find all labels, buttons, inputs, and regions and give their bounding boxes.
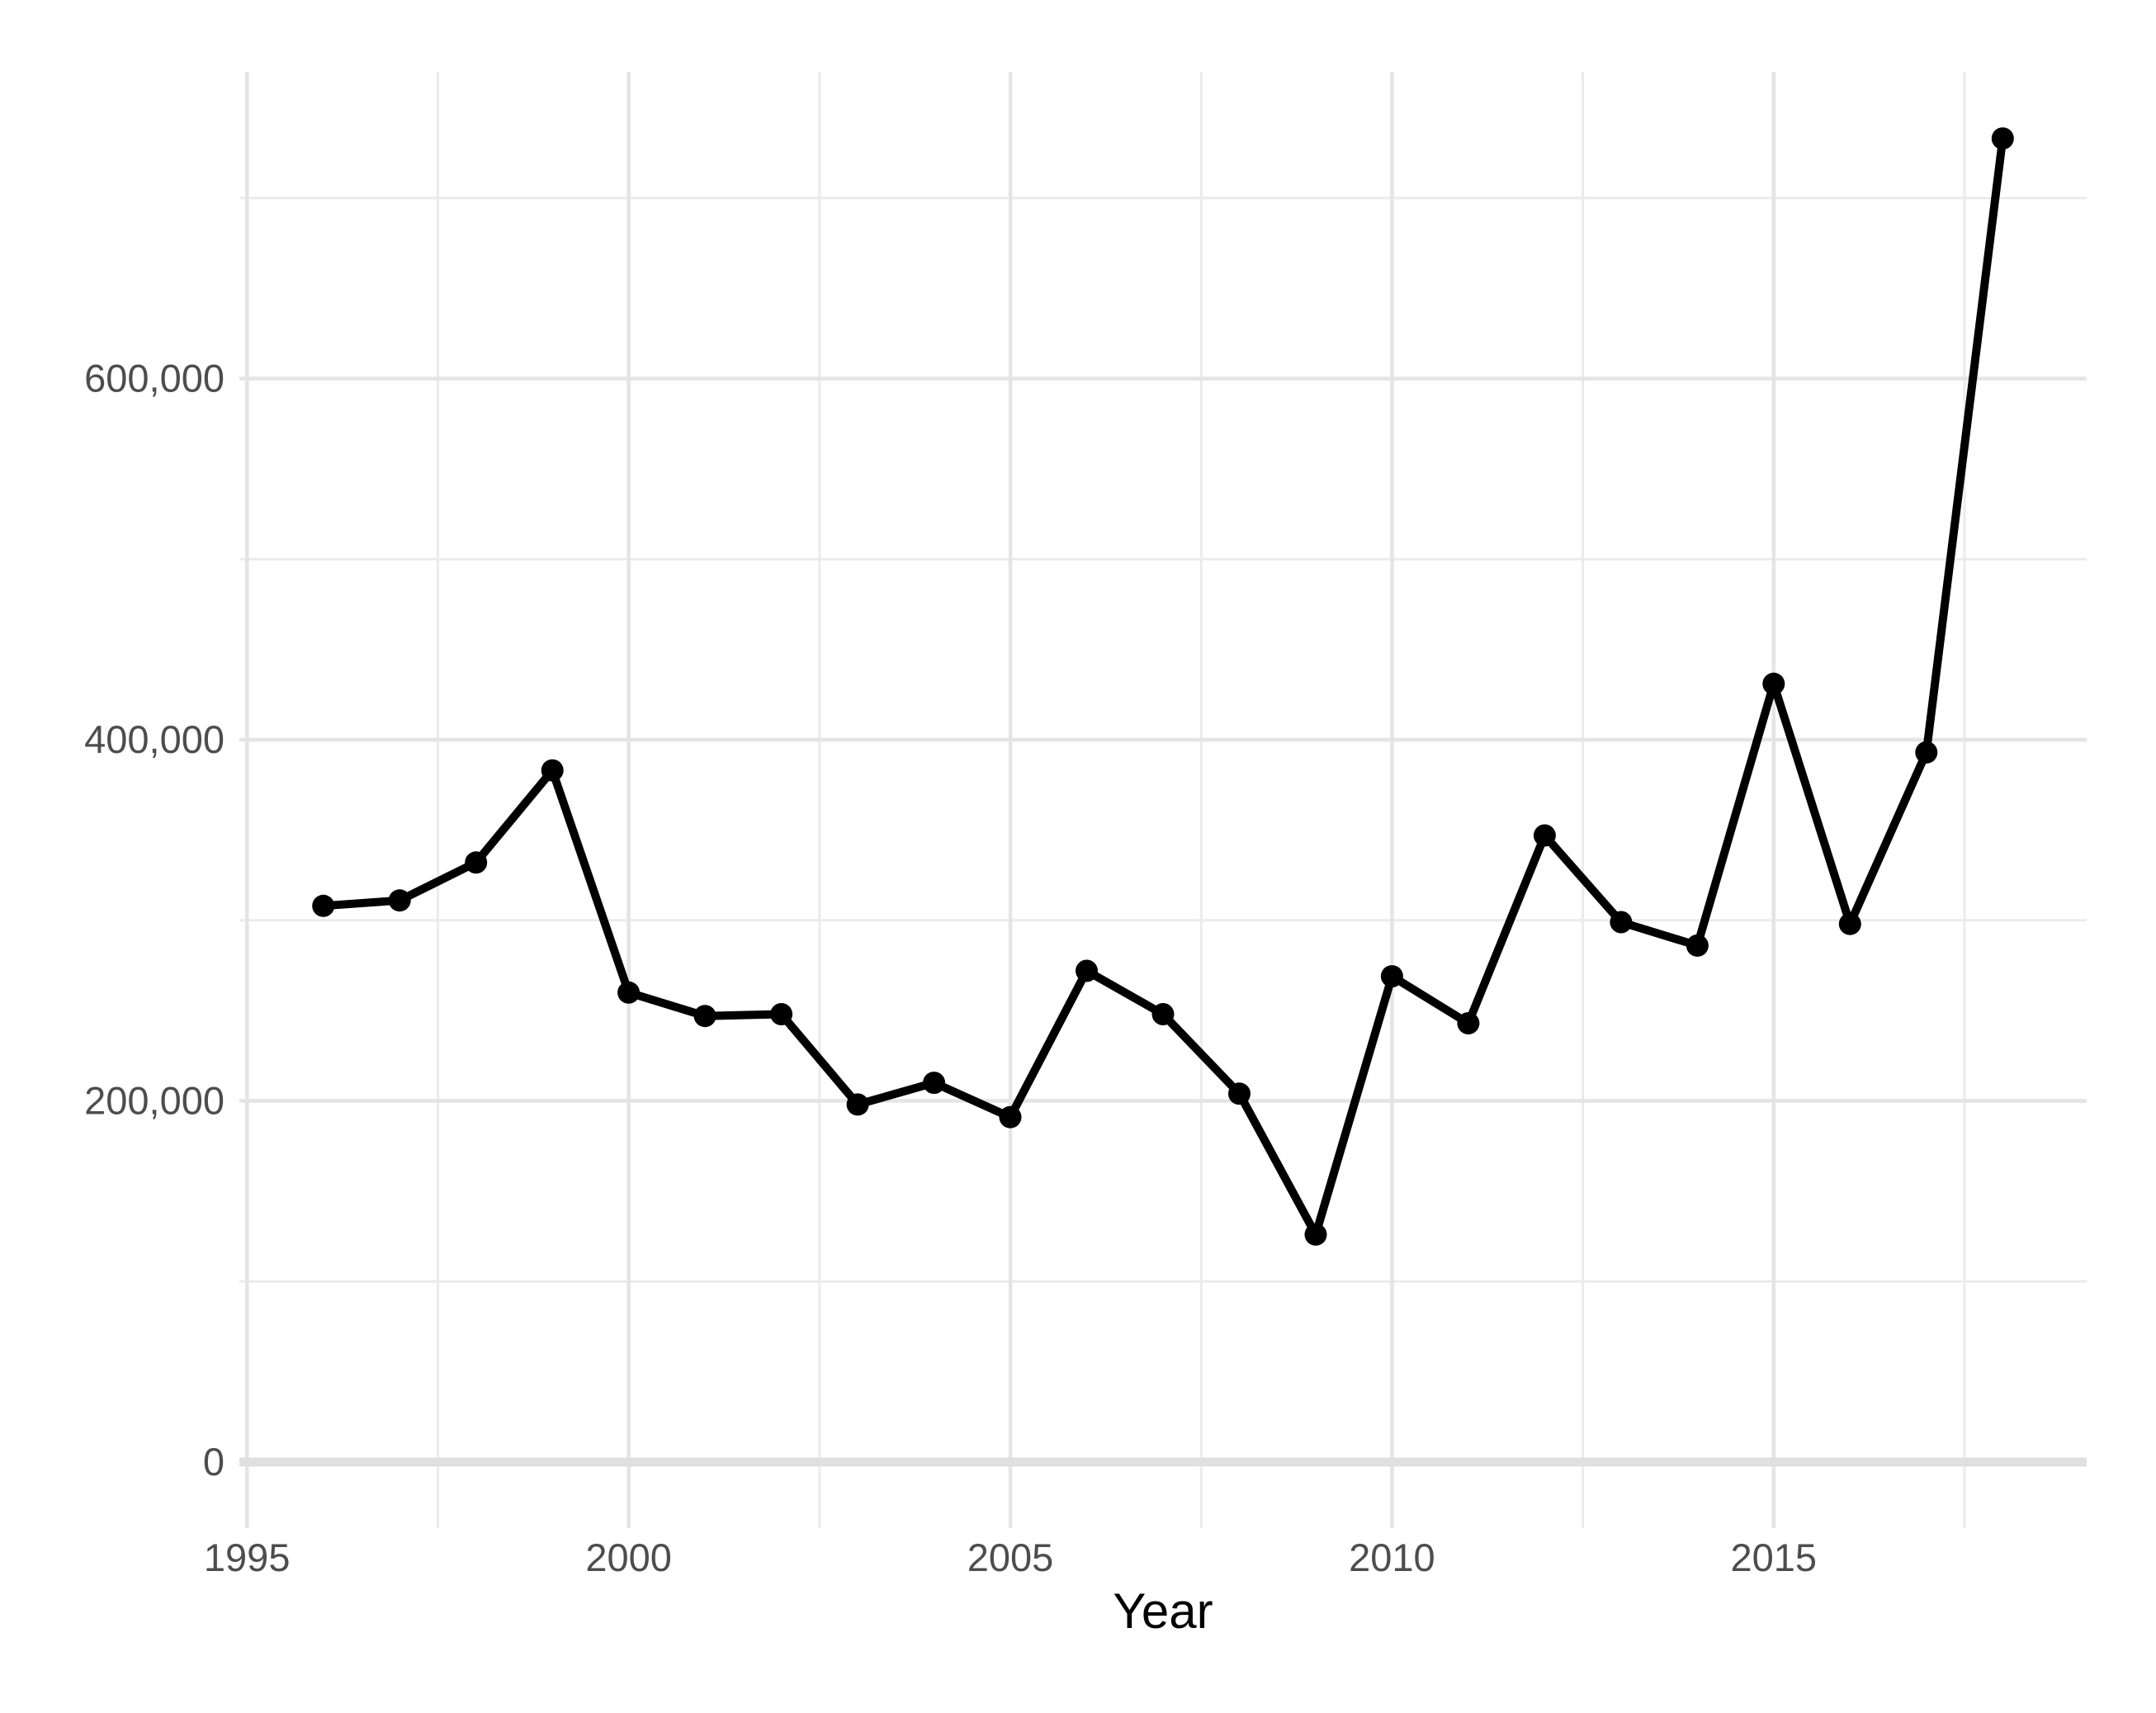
data-point [1304,1223,1327,1246]
data-point [617,981,641,1004]
data-point [1762,672,1785,695]
x-tick-label: 2005 [967,1536,1054,1579]
data-point [693,1005,716,1028]
data-point [770,1003,793,1025]
data-point [1228,1082,1251,1105]
x-tick-label: 2015 [1731,1536,1818,1579]
x-axis-tick-labels: 1995 2000 2005 2010 2015 [204,1536,1817,1579]
data-point [999,1105,1022,1129]
y-axis-tick-labels: 0 200,000 400,000 600,000 [84,357,225,1483]
data-point [1610,911,1633,934]
data-point [388,889,411,912]
y-tick-label: 0 [203,1440,225,1483]
data-point [541,759,564,782]
data-point [465,851,488,874]
data-point [1457,1012,1480,1034]
y-tick-label: 200,000 [84,1079,225,1123]
series-line [319,134,2007,1239]
data-series [312,127,2014,1246]
data-point [1151,1003,1175,1025]
data-point [1991,127,2014,150]
data-point [1686,934,1709,957]
grid-major [239,72,2087,1528]
data-point [1533,824,1556,847]
data-point [1380,965,1403,988]
data-point [923,1072,946,1095]
y-tick-label: 600,000 [84,357,225,400]
data-point [1076,959,1098,982]
data-point [312,894,335,917]
x-tick-label: 2000 [585,1536,672,1579]
data-point [1838,912,1861,935]
y-tick-label: 400,000 [84,717,225,761]
grid-minor [239,72,2087,1528]
data-point [1915,741,1938,764]
data-point [846,1093,869,1116]
x-axis-title: Year [1113,1583,1213,1639]
x-tick-label: 2010 [1349,1536,1435,1579]
x-tick-label: 1995 [204,1536,291,1579]
